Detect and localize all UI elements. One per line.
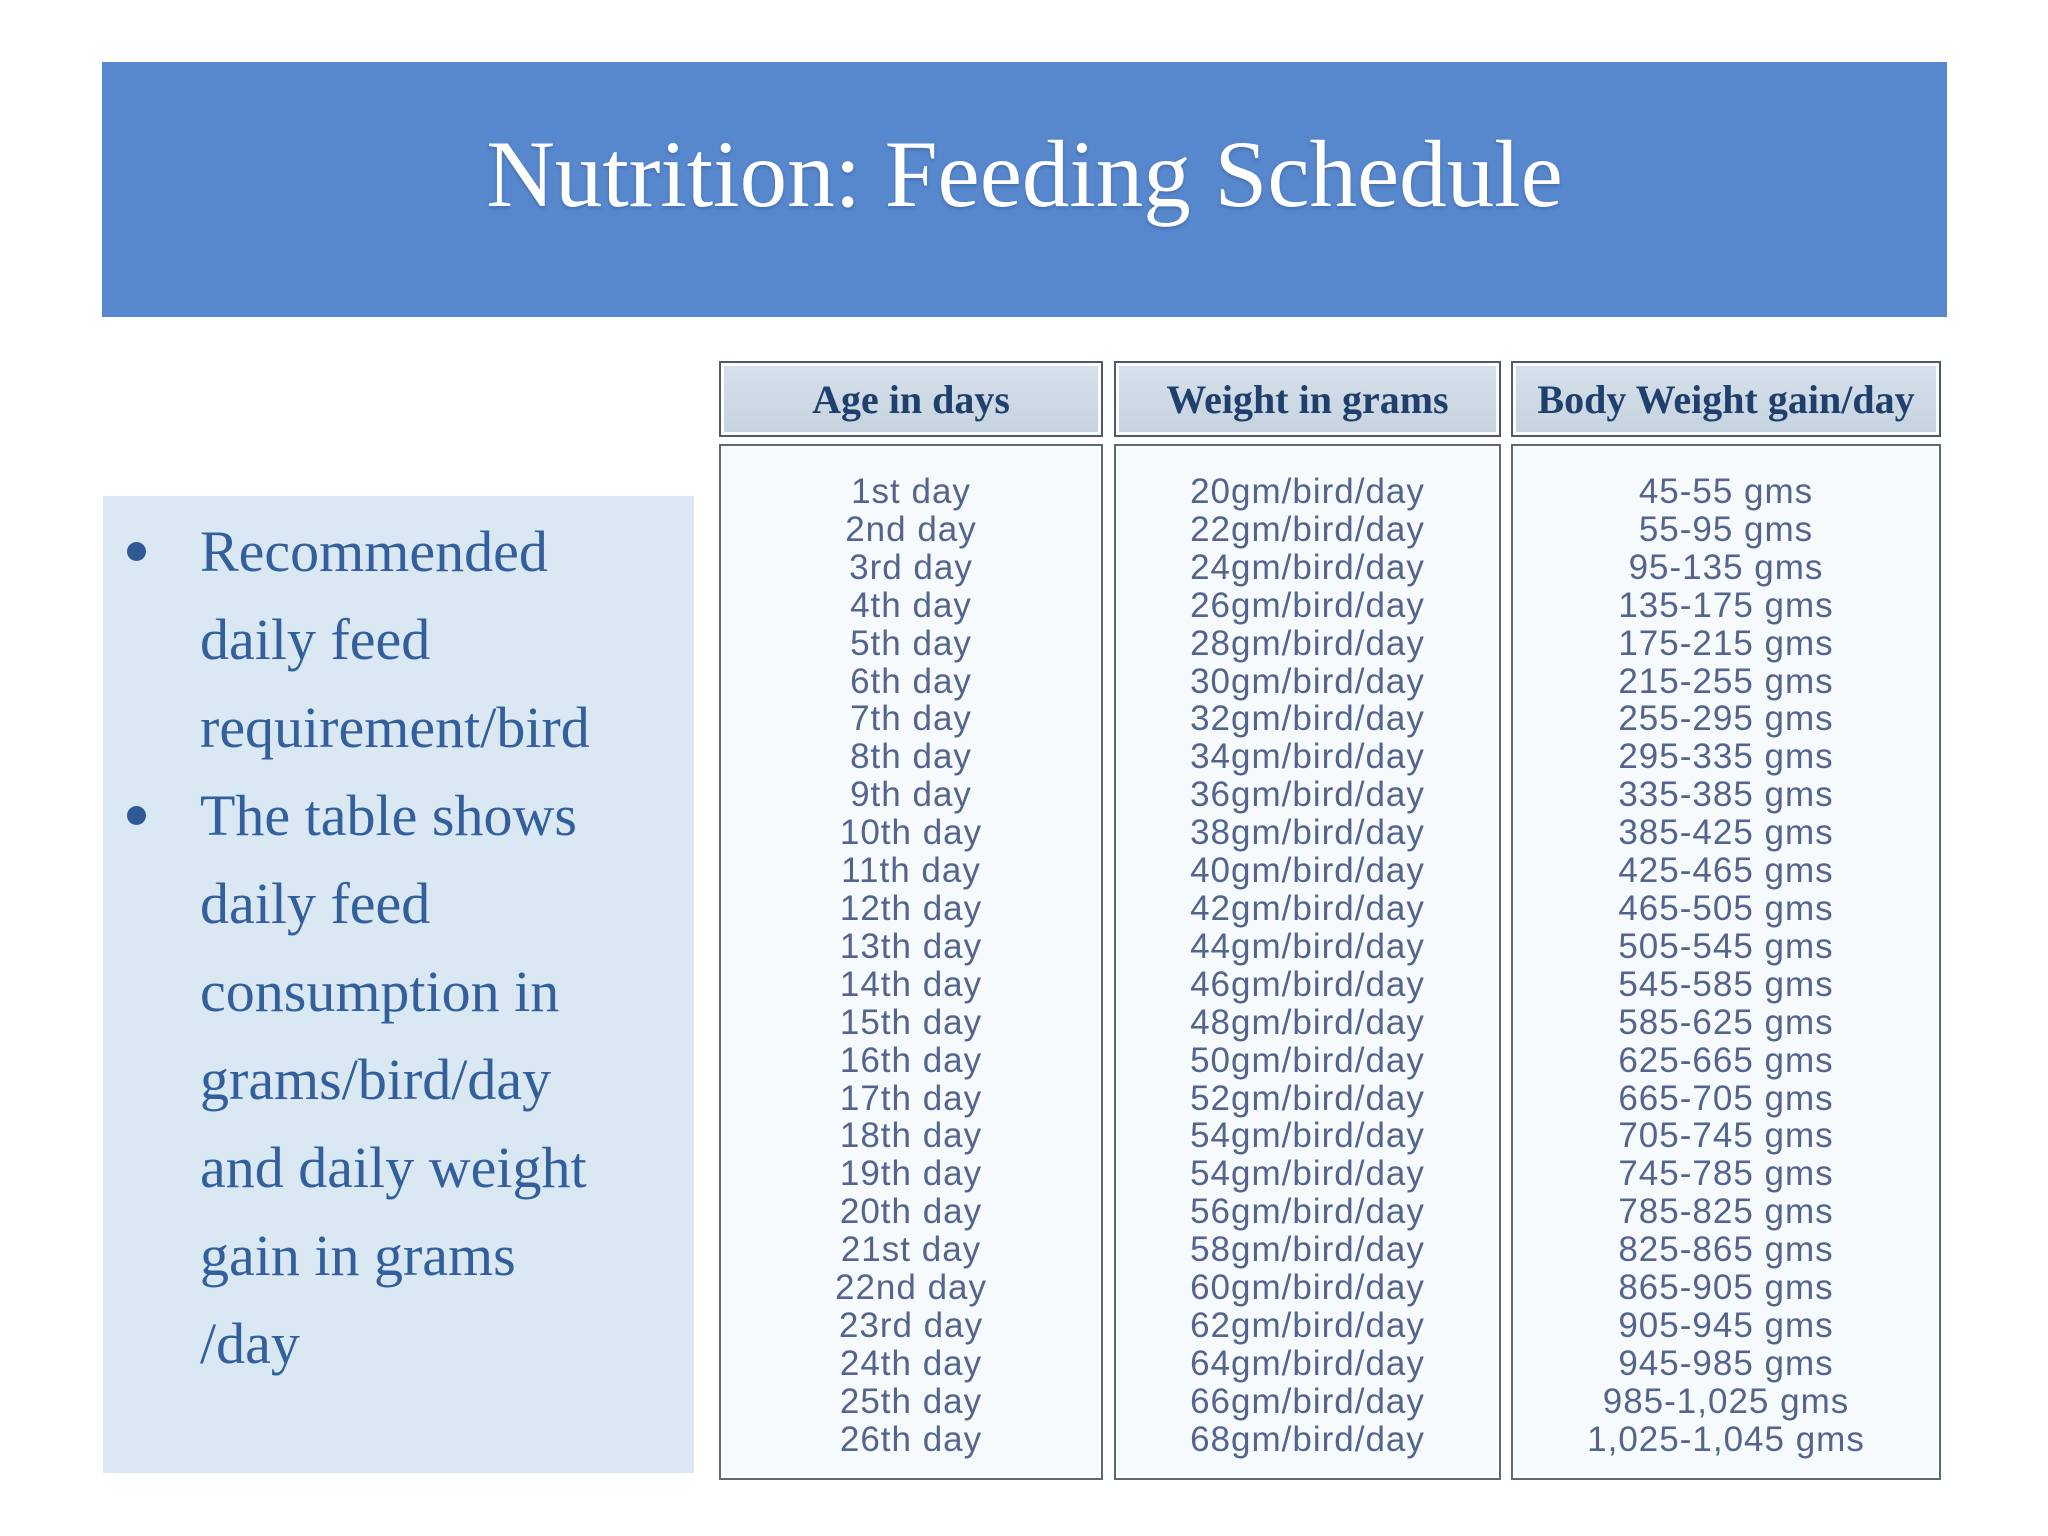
column-values-weight: 20gm/bird/day 22gm/bird/day 24gm/bird/da… bbox=[1114, 444, 1501, 1480]
column-values-age: 1st day 2nd day 3rd day 4th day 5th day … bbox=[719, 444, 1103, 1480]
bullet-dot-icon bbox=[127, 806, 146, 825]
bullet-item: The table shows daily feed consumption i… bbox=[127, 772, 686, 1388]
column-header-gain: Body Weight gain/day bbox=[1511, 361, 1941, 437]
title-band: Nutrition: Feeding Schedule bbox=[102, 62, 1947, 317]
bullet-dot-icon bbox=[127, 542, 146, 561]
bullet-text-1: Recommended daily feed requirement/bird bbox=[200, 519, 590, 760]
column-values-gain: 45-55 gms 55-95 gms 95-135 gms 135-175 g… bbox=[1511, 444, 1941, 1480]
page-title: Nutrition: Feeding Schedule bbox=[486, 120, 1563, 227]
bullet-text-2: The table shows daily feed consumption i… bbox=[200, 783, 587, 1376]
bullet-box: Recommended daily feed requirement/bird … bbox=[103, 496, 694, 1473]
bullet-item: Recommended daily feed requirement/bird bbox=[127, 508, 686, 772]
column-header-weight: Weight in grams bbox=[1114, 361, 1501, 437]
column-header-age: Age in days bbox=[719, 361, 1103, 437]
